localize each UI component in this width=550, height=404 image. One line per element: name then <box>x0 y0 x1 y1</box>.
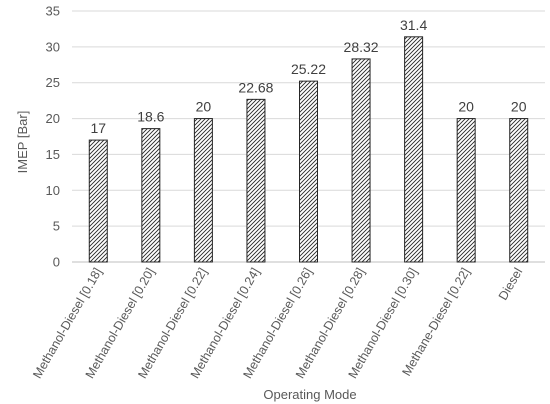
y-tick-label: 20 <box>46 111 60 126</box>
data-label: 22.68 <box>238 79 273 95</box>
y-tick-label: 5 <box>53 219 60 234</box>
y-axis-ticks: 0 5 10 15 20 25 30 35 <box>46 4 60 270</box>
data-label: 31.4 <box>400 17 427 33</box>
y-tick-label: 10 <box>46 183 60 198</box>
y-tick-label: 35 <box>46 4 60 19</box>
y-axis-title: IMEP [Bar] <box>15 111 30 174</box>
bar <box>246 98 266 263</box>
data-label: 28.32 <box>344 39 379 55</box>
x-tick-label: Diesel <box>496 266 525 303</box>
data-label: 20 <box>196 99 212 115</box>
y-tick-label: 25 <box>46 75 60 90</box>
bar <box>404 36 424 263</box>
bar <box>141 128 161 263</box>
bars <box>88 36 529 263</box>
bar <box>509 118 529 263</box>
y-tick-label: 0 <box>53 255 60 270</box>
bar <box>193 118 213 263</box>
x-axis-categories: Methanol-Diesel [0.18]Methanol-Diesel [0… <box>30 265 525 380</box>
bar <box>88 139 108 263</box>
data-labels: 17 18.6 20 22.68 25.22 28.32 31.4 20 20 <box>90 17 526 136</box>
bar <box>351 58 371 263</box>
x-axis-title: Operating Mode <box>263 387 356 402</box>
data-label: 17 <box>90 120 106 136</box>
data-label: 25.22 <box>291 61 326 77</box>
data-label: 20 <box>458 99 474 115</box>
bar <box>299 80 318 263</box>
y-tick-label: 30 <box>46 39 60 54</box>
y-tick-label: 15 <box>46 147 60 162</box>
data-label: 18.6 <box>137 109 164 125</box>
data-label: 20 <box>511 99 527 115</box>
bar <box>456 118 476 263</box>
